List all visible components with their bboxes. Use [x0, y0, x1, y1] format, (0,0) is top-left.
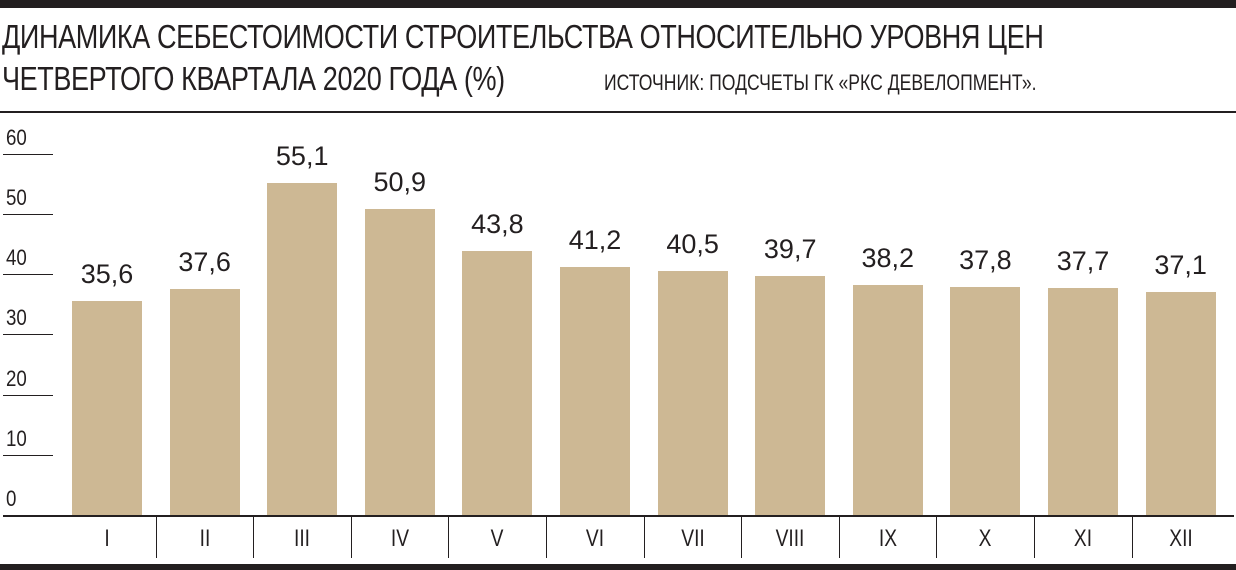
- x-category-divider: [448, 516, 450, 558]
- x-axis-line: [3, 515, 1234, 517]
- x-category-divider: [1131, 516, 1133, 558]
- bar-value-label: 37,1: [1154, 249, 1207, 280]
- x-category-divider: [838, 516, 840, 558]
- bar-value-label: 35,6: [80, 258, 134, 289]
- y-tick-label: 0: [6, 486, 17, 511]
- bar: [267, 183, 338, 515]
- bar: [72, 300, 142, 515]
- bar: [755, 276, 826, 515]
- top-rule: [0, 0, 1236, 8]
- x-category-divider: [546, 516, 547, 558]
- x-tick-label: V: [490, 525, 504, 552]
- x-category-divider: [350, 516, 352, 558]
- chart-title-line-2: ЧЕТВЕРТОГО КВАРТАЛА 2020 ГОДА (%): [2, 60, 505, 97]
- bar: [560, 266, 630, 515]
- bar: [169, 288, 240, 515]
- x-tick-label: IV: [390, 525, 409, 552]
- y-tick-line: [3, 334, 53, 336]
- x-tick-label: II: [199, 525, 210, 552]
- y-tick-line: [3, 274, 53, 276]
- x-tick-label: VII: [680, 525, 705, 552]
- x-category-divider: [643, 516, 645, 558]
- chart-source: ИСТОЧНИК: ПОДСЧЕТЫ ГК «РКС ДЕВЕЛОПМЕНТ».: [604, 70, 1037, 95]
- bar-value-label: 41,2: [568, 224, 622, 255]
- bar-value-label: 38,2: [861, 243, 915, 274]
- bar: [950, 287, 1021, 515]
- y-tick-label: 10: [6, 425, 27, 451]
- x-category-divider: [936, 516, 938, 558]
- bar-value-label: 37,7: [1056, 246, 1110, 277]
- x-category-divider: [741, 516, 743, 558]
- x-tick-label: X: [978, 525, 992, 552]
- x-tick-label: III: [294, 525, 311, 552]
- y-tick-line: [3, 394, 53, 396]
- bar-value-label: 39,7: [763, 234, 817, 264]
- y-tick-line: [3, 214, 53, 215]
- x-tick-label: VIII: [775, 525, 805, 552]
- bar-value-label: 40,5: [666, 229, 719, 260]
- y-tick-label: 50: [6, 185, 27, 210]
- x-tick-label: IX: [878, 525, 897, 552]
- bar: [1048, 288, 1118, 515]
- y-tick-line: [3, 153, 53, 155]
- y-tick-label: 20: [6, 365, 27, 391]
- x-category-divider: [253, 516, 255, 558]
- bar: [364, 208, 435, 515]
- header-rule: [0, 111, 1236, 113]
- bar-value-label: 55,1: [275, 141, 329, 172]
- bar: [657, 271, 728, 515]
- x-tick-label: XII: [1168, 525, 1193, 552]
- bar: [1145, 291, 1216, 515]
- bar-value-label: 37,6: [178, 246, 231, 277]
- x-category-divider: [1034, 516, 1035, 558]
- bar: [462, 251, 533, 515]
- bar: [852, 285, 923, 515]
- bar-value-label: 37,8: [959, 245, 1012, 276]
- x-tick-label: I: [104, 525, 110, 552]
- x-category-divider: [155, 516, 157, 558]
- bar-value-label: 50,9: [373, 166, 427, 197]
- y-tick-label: 60: [6, 124, 27, 150]
- bar-value-label: 43,8: [471, 209, 524, 240]
- x-tick-label: XI: [1073, 525, 1093, 552]
- y-tick-label: 30: [6, 305, 27, 331]
- bottom-rule: [0, 564, 1236, 570]
- y-tick-line: [3, 454, 53, 456]
- y-tick-label: 40: [6, 245, 27, 271]
- x-tick-label: VI: [585, 525, 605, 552]
- chart-title-line-1: ДИНАМИКА СЕБЕСТОИМОСТИ СТРОИТЕЛЬСТВА ОТН…: [2, 18, 1044, 55]
